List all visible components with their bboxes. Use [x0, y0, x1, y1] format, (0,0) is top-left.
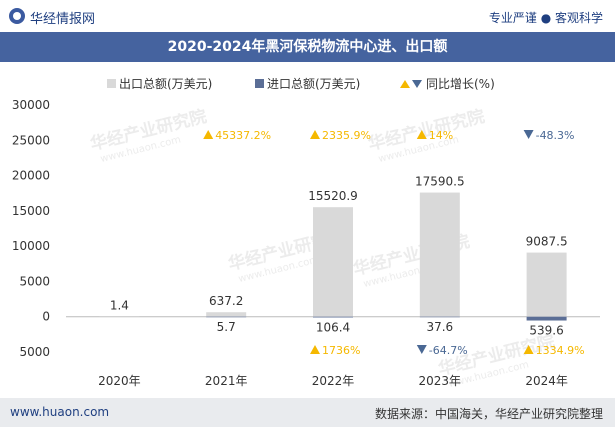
import-growth-up-icon [310, 345, 320, 354]
legend-swatch-import [255, 79, 264, 88]
export-value-label: 15520.9 [308, 189, 358, 203]
export-growth-label: 45337.2% [215, 129, 271, 142]
y-tick-label: 30000 [12, 98, 50, 112]
import-value-label: 37.6 [426, 320, 453, 334]
legend-growth-label: 同比增长(%) [426, 77, 495, 91]
y-tick-label: 20000 [12, 169, 50, 183]
footer-website: www.huaon.com [10, 405, 110, 419]
x-tick-label: 2023年 [419, 374, 462, 388]
x-tick-label: 2022年 [312, 374, 355, 388]
legend-export-label: 出口总额(万美元) [119, 77, 212, 91]
top-bar: 华经情报网 专业严谨 ● 客观科学 [0, 0, 615, 32]
import-bar [419, 316, 460, 318]
export-value-label: 1.4 [110, 299, 129, 313]
footer: www.huaon.com 数据来源：中国海关，华经产业研究院整理 [0, 398, 615, 427]
legend-swatch-export [107, 79, 116, 88]
y-tick-label: 0 [42, 310, 50, 324]
logo-text: 华经情报网 [30, 12, 96, 27]
export-growth-up-icon [310, 130, 320, 139]
import-bar [206, 316, 247, 318]
legend-down-triangle [412, 80, 422, 88]
import-bar [526, 316, 567, 321]
import-growth-label: 1334.9% [536, 344, 585, 357]
chart: 华经产业研究院www.huaon.com华经产业研究院www.huaon.com… [12, 77, 600, 390]
export-value-label: 17590.5 [415, 175, 465, 189]
import-bar [313, 316, 353, 318]
import-growth-label: -64.7% [429, 344, 468, 357]
y-tick-label: 15000 [12, 204, 50, 218]
import-growth-up-icon [523, 345, 534, 354]
logo-icon [9, 8, 25, 24]
legend-up-triangle [400, 80, 410, 88]
export-growth-up-icon [416, 130, 427, 139]
export-bar [206, 312, 247, 317]
import-growth-down-icon [416, 345, 427, 354]
x-tick-label: 2021年 [205, 374, 248, 388]
export-growth-up-icon [203, 130, 214, 139]
export-bar [419, 192, 460, 317]
legend-import-label: 进口总额(万美元) [267, 77, 360, 91]
x-tick-label: 2020年 [98, 374, 141, 388]
export-growth-down-icon [523, 130, 534, 139]
footer-source: 数据来源：中国海关，华经产业研究院整理 [374, 407, 603, 421]
export-value-label: 637.2 [209, 294, 243, 308]
import-value-label: 5.7 [217, 320, 236, 334]
export-bar [313, 207, 353, 317]
y-tick-label: 5000 [19, 345, 50, 359]
y-tick-label: 5000 [19, 274, 50, 288]
export-value-label: 9087.5 [526, 235, 568, 249]
tagline: 专业严谨 ● 客观科学 [488, 11, 603, 25]
x-tick-label: 2024年 [525, 374, 568, 388]
export-growth-label: -48.3% [536, 129, 575, 142]
import-value-label: 539.6 [529, 324, 563, 338]
y-tick-label: 25000 [12, 133, 50, 147]
export-bar [99, 316, 140, 317]
export-growth-label: 14% [429, 129, 453, 142]
y-tick-label: 10000 [12, 239, 50, 253]
import-value-label: 106.4 [316, 320, 350, 334]
import-growth-label: 1736% [322, 344, 360, 357]
chart-title: 2020-2024年黑河保税物流中心进、出口额 [0, 32, 615, 62]
export-growth-label: 2335.9% [322, 129, 371, 142]
export-bar [526, 252, 567, 317]
